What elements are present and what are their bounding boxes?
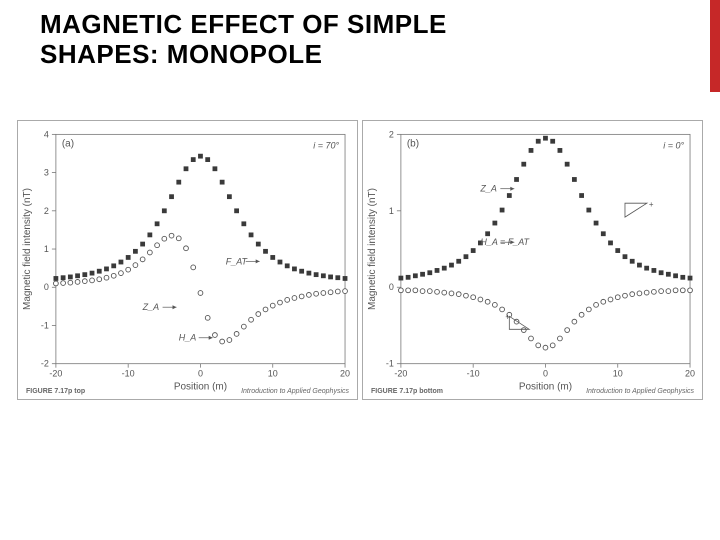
svg-text:2: 2 bbox=[389, 129, 394, 139]
panel-b: -20-1001020-1012Position (m)Magnetic fie… bbox=[362, 120, 703, 400]
svg-text:H_A: H_A bbox=[179, 333, 196, 343]
svg-text:4: 4 bbox=[44, 129, 49, 139]
svg-text:+: + bbox=[505, 312, 510, 321]
title-line2: SHAPES: MONOPOLE bbox=[40, 40, 447, 70]
svg-text:0: 0 bbox=[44, 282, 49, 292]
svg-text:(b): (b) bbox=[407, 138, 419, 149]
caption-a-right: Introduction to Applied Geophysics bbox=[241, 388, 349, 395]
svg-text:0: 0 bbox=[198, 369, 203, 379]
title-line1: MAGNETIC EFFECT OF SIMPLE bbox=[40, 10, 447, 40]
svg-text:Position (m): Position (m) bbox=[519, 382, 572, 393]
caption-a-left: FIGURE 7.17p top bbox=[26, 388, 85, 395]
svg-text:10: 10 bbox=[613, 369, 623, 379]
svg-text:-10: -10 bbox=[467, 369, 480, 379]
page-title: MAGNETIC EFFECT OF SIMPLE SHAPES: MONOPO… bbox=[40, 10, 447, 70]
accent-bar bbox=[710, 0, 720, 92]
chart-b-svg: -20-1001020-1012Position (m)Magnetic fie… bbox=[363, 121, 702, 399]
chart-panels: -20-1001020-2-101234Position (m)Magnetic… bbox=[15, 120, 705, 400]
panel-a: -20-1001020-2-101234Position (m)Magnetic… bbox=[17, 120, 358, 400]
svg-text:1: 1 bbox=[44, 244, 49, 254]
svg-text:+: + bbox=[649, 200, 654, 209]
svg-text:1: 1 bbox=[389, 206, 394, 216]
svg-text:-10: -10 bbox=[122, 369, 135, 379]
svg-text:0: 0 bbox=[389, 282, 394, 292]
svg-text:Position (m): Position (m) bbox=[174, 382, 227, 393]
svg-text:Magnetic field intensity (nT): Magnetic field intensity (nT) bbox=[22, 188, 33, 310]
svg-text:-20: -20 bbox=[49, 369, 62, 379]
svg-text:3: 3 bbox=[44, 168, 49, 178]
caption-b-right: Introduction to Applied Geophysics bbox=[586, 388, 694, 395]
svg-text:Z_A: Z_A bbox=[479, 184, 496, 194]
svg-text:i = 70°: i = 70° bbox=[313, 140, 339, 150]
svg-text:-1: -1 bbox=[41, 320, 49, 330]
svg-text:20: 20 bbox=[685, 369, 695, 379]
svg-text:F_AT: F_AT bbox=[226, 256, 249, 266]
svg-text:Magnetic field intensity (nT): Magnetic field intensity (nT) bbox=[367, 188, 378, 310]
svg-text:-20: -20 bbox=[394, 369, 407, 379]
svg-text:i = 0°: i = 0° bbox=[663, 140, 684, 150]
svg-text:10: 10 bbox=[268, 369, 278, 379]
svg-text:2: 2 bbox=[44, 206, 49, 216]
svg-text:Z_A: Z_A bbox=[142, 302, 159, 312]
svg-text:(a): (a) bbox=[62, 138, 74, 149]
caption-b-left: FIGURE 7.17p bottom bbox=[371, 388, 443, 395]
svg-text:0: 0 bbox=[543, 369, 548, 379]
chart-a-svg: -20-1001020-2-101234Position (m)Magnetic… bbox=[18, 121, 357, 399]
svg-text:-2: -2 bbox=[41, 359, 49, 369]
svg-text:20: 20 bbox=[340, 369, 350, 379]
svg-text:-1: -1 bbox=[386, 359, 394, 369]
